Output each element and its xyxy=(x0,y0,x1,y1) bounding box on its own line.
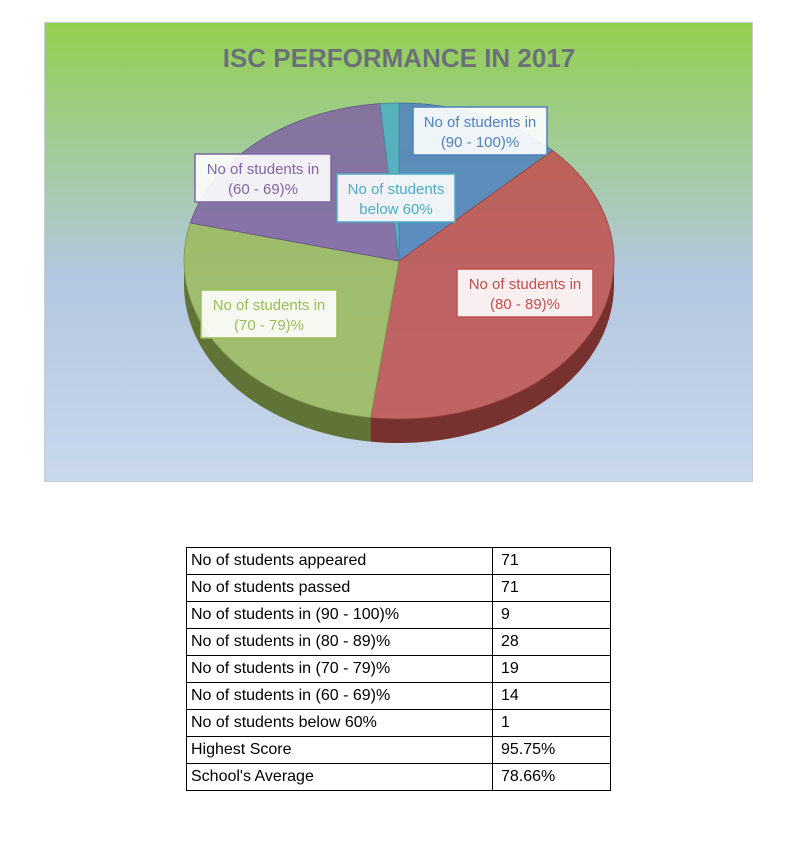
slice-label: No of students in (60 - 69)% xyxy=(194,153,332,203)
pie-slice-side xyxy=(370,261,614,443)
slice-label-box xyxy=(412,106,548,156)
table-row-value: 1 xyxy=(492,709,611,737)
table-row-value: 71 xyxy=(492,547,611,575)
table-row-value: 9 xyxy=(492,601,611,629)
pie-chart: ISC PERFORMANCE IN 2017 No of students i… xyxy=(45,23,752,481)
table-row-label: No of students in (90 - 100)% xyxy=(186,601,493,629)
pie-slice-side xyxy=(183,261,371,442)
table-row-value: 78.66% xyxy=(492,763,611,791)
slice-label: No of students in (90 - 100)% xyxy=(412,106,548,156)
slice-label-text: (80 - 89)% xyxy=(490,296,560,313)
chart-panel: ISC PERFORMANCE IN 2017 No of students i… xyxy=(44,22,753,482)
chart-title: ISC PERFORMANCE IN 2017 xyxy=(223,43,576,73)
summary-table: No of students appeared 71 No of students … xyxy=(186,547,611,791)
slice-label-text: No of students in xyxy=(213,297,326,314)
slice-label-text: (70 - 79)% xyxy=(234,317,304,334)
table-row-value: 28 xyxy=(492,628,611,656)
pie-slices xyxy=(183,102,615,420)
slice-label-text: (60 - 69)% xyxy=(228,181,298,198)
slice-label: No of students in (80 - 89)% xyxy=(456,268,594,318)
slice-label-box xyxy=(194,153,332,203)
slice-label: No of students below 60% xyxy=(336,173,456,223)
table-row: No of students appeared 71 xyxy=(186,547,611,575)
slice-label: No of students in (70 - 79)% xyxy=(200,289,338,339)
table-row: No of students in (90 - 100)% 9 xyxy=(186,601,611,629)
table-row: School's Average 78.66% xyxy=(186,763,611,791)
table-row: No of students in (80 - 89)% 28 xyxy=(186,628,611,656)
pie-callouts: No of students in(90 - 100)%No of studen… xyxy=(194,106,594,339)
table-row-label: No of students in (70 - 79)% xyxy=(186,655,493,683)
table-row-label: No of students below 60% xyxy=(186,709,493,737)
table-row-label: No of students in (80 - 89)% xyxy=(186,628,493,656)
table-row-label: No of students passed xyxy=(186,574,493,602)
table-row: No of students below 60% 1 xyxy=(186,709,611,737)
table-row-label: No of students appeared xyxy=(186,547,493,575)
table-row: Highest Score 95.75% xyxy=(186,736,611,764)
slice-label-text: No of students in xyxy=(469,276,582,293)
table-row-label: School's Average xyxy=(186,763,493,791)
table-row: No of students in (70 - 79)% 19 xyxy=(186,655,611,683)
slice-label-text: (90 - 100)% xyxy=(441,134,519,151)
slice-label-box xyxy=(200,289,338,339)
table-row-label: No of students in (60 - 69)% xyxy=(186,682,493,710)
slice-label-text: No of students xyxy=(348,181,445,198)
table-row: No of students in (60 - 69)% 14 xyxy=(186,682,611,710)
table-row-label: Highest Score xyxy=(186,736,493,764)
slice-label-text: No of students in xyxy=(207,161,320,178)
table-row-value: 19 xyxy=(492,655,611,683)
table-row-value: 14 xyxy=(492,682,611,710)
table-row-value: 71 xyxy=(492,574,611,602)
table-row-value: 95.75% xyxy=(492,736,611,764)
slice-label-text: below 60% xyxy=(359,201,432,218)
slice-label-box xyxy=(456,268,594,318)
table-row: No of students passed 71 xyxy=(186,574,611,602)
pie-sides xyxy=(183,261,614,443)
slice-label-box xyxy=(336,173,456,223)
slice-label-text: No of students in xyxy=(424,114,537,131)
